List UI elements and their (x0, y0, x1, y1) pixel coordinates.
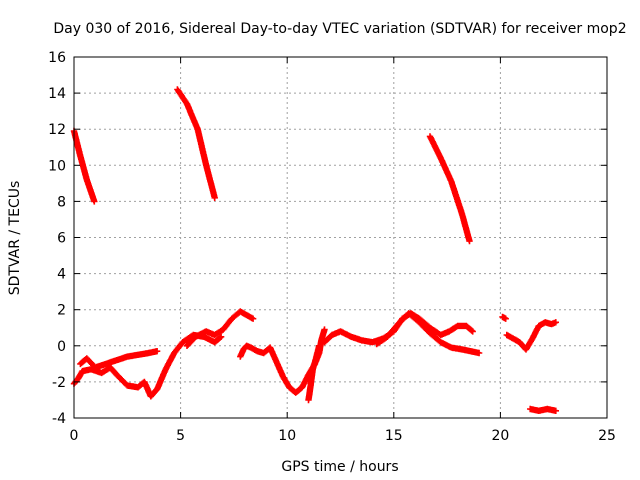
y-tick-label: 12 (48, 122, 66, 138)
y-tick-label: -2 (52, 375, 66, 391)
y-tick-label: 6 (57, 231, 66, 247)
series-arc-2 (174, 86, 218, 201)
y-tick-label: 14 (48, 86, 66, 102)
y-tick-label: 16 (48, 50, 66, 66)
y-tick-label: 10 (48, 158, 66, 174)
series-arc-5 (77, 348, 161, 371)
series-arc-9 (321, 310, 476, 346)
x-axis-label: GPS time / hours (281, 459, 398, 475)
y-tick-label: 2 (57, 303, 66, 319)
series-markers (70, 127, 98, 205)
series-arc-11 (499, 313, 509, 322)
series-arc-13 (527, 405, 559, 414)
data-markers (70, 86, 559, 414)
y-tick-label: 0 (57, 339, 66, 355)
y-axis-label: SDTVAR / TECUs (7, 181, 23, 296)
grid-lines (74, 57, 607, 418)
series-markers (321, 310, 476, 346)
series-arc-1 (70, 127, 98, 205)
x-tick-label: 5 (176, 428, 185, 444)
series-markers (373, 310, 483, 357)
x-tick-label: 15 (385, 428, 403, 444)
y-tick-label: -4 (52, 411, 66, 427)
series-markers (77, 348, 161, 371)
series-markers (527, 405, 559, 414)
x-tick-label: 10 (278, 428, 296, 444)
series-arc-10 (373, 310, 483, 357)
series-arc-12 (503, 319, 559, 353)
series-markers (426, 133, 473, 245)
plot-frame (73, 56, 608, 419)
x-tick-label: 20 (491, 428, 509, 444)
series-markers (305, 342, 323, 404)
series-markers (503, 319, 559, 353)
y-tick-label: 4 (57, 267, 66, 283)
x-tick-label: 25 (598, 428, 616, 444)
y-tick-label: 8 (57, 194, 66, 210)
x-tick-label: 0 (70, 428, 79, 444)
series-markers (183, 308, 257, 349)
series-markers (499, 313, 509, 322)
chart-title: Day 030 of 2016, Sidereal Day-to-day VTE… (53, 21, 626, 37)
series-arc-3 (426, 133, 473, 245)
series-arc-6 (183, 308, 257, 349)
series-arc-8 (305, 342, 323, 404)
series-markers (174, 86, 218, 201)
